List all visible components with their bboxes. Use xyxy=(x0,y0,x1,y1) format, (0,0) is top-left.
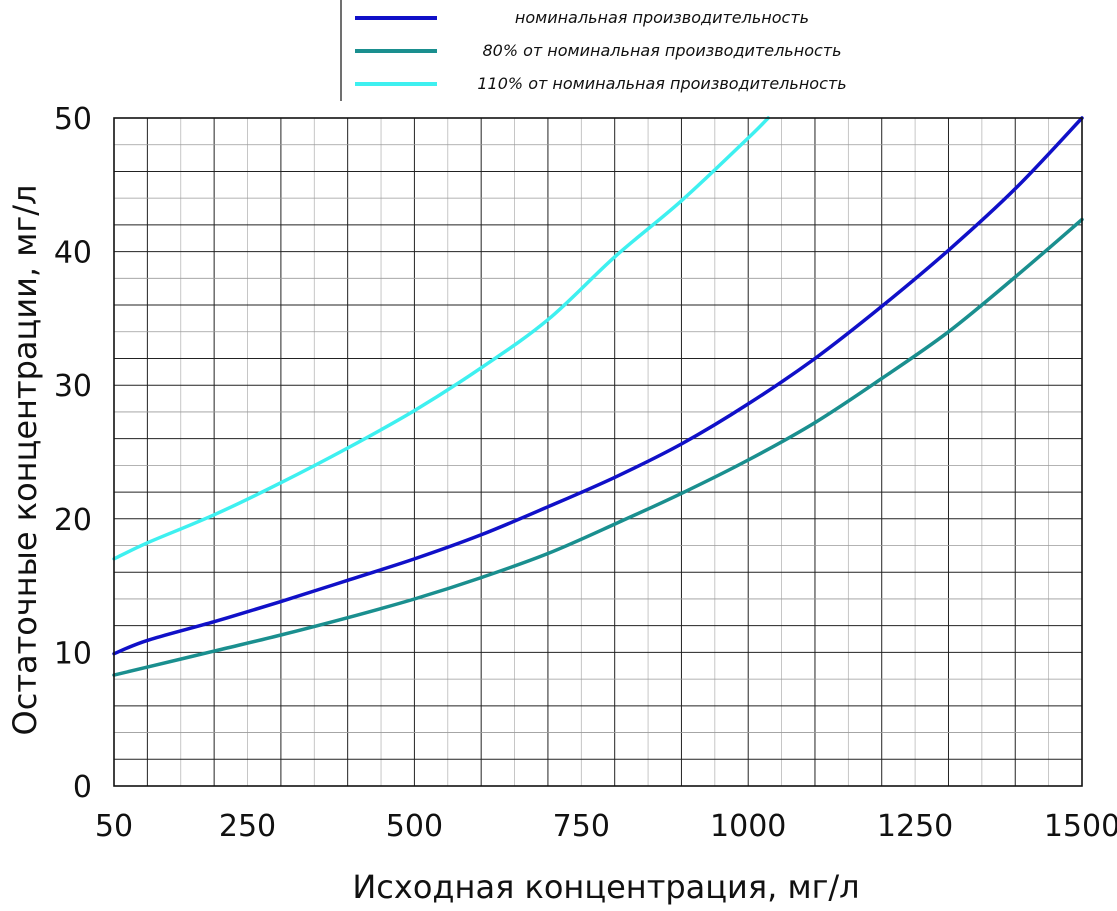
series-line-0 xyxy=(112,116,1084,656)
legend-label-110: 110% от номинальная производительность xyxy=(477,74,846,93)
x-tick-label: 750 xyxy=(553,809,610,844)
legend-label-nominal: номинальная производительность xyxy=(515,8,809,27)
y-tick-labels: 0 10 20 30 40 50 xyxy=(54,102,92,805)
y-tick-label: 50 xyxy=(54,102,92,137)
grid xyxy=(114,118,1082,786)
x-tick-label: 1500 xyxy=(1044,809,1117,844)
x-tick-label: 50 xyxy=(95,809,133,844)
y-tick-label: 30 xyxy=(54,369,92,404)
y-tick-label: 10 xyxy=(54,636,92,671)
legend: номинальная производительность 80% от но… xyxy=(340,0,847,101)
y-axis-title: Остаточные концентрации, мг/л xyxy=(6,185,44,736)
x-tick-labels: 50 250 500 750 1000 1250 1500 xyxy=(95,809,1117,844)
legend-label-80: 80% от номинальная производительность xyxy=(482,41,841,60)
y-tick-label: 20 xyxy=(54,503,92,538)
series-line-1 xyxy=(112,217,1084,677)
x-tick-label: 1250 xyxy=(877,809,953,844)
x-tick-label: 250 xyxy=(219,809,276,844)
x-tick-label: 500 xyxy=(386,809,443,844)
x-tick-label: 1000 xyxy=(710,809,786,844)
series-layer xyxy=(112,116,1084,677)
x-axis-title: Исходная концентрация, мг/л xyxy=(352,868,859,906)
series-line-2 xyxy=(112,116,770,561)
y-tick-label: 40 xyxy=(54,236,92,271)
y-tick-label: 0 xyxy=(73,770,92,805)
plot-frame xyxy=(113,117,1083,787)
